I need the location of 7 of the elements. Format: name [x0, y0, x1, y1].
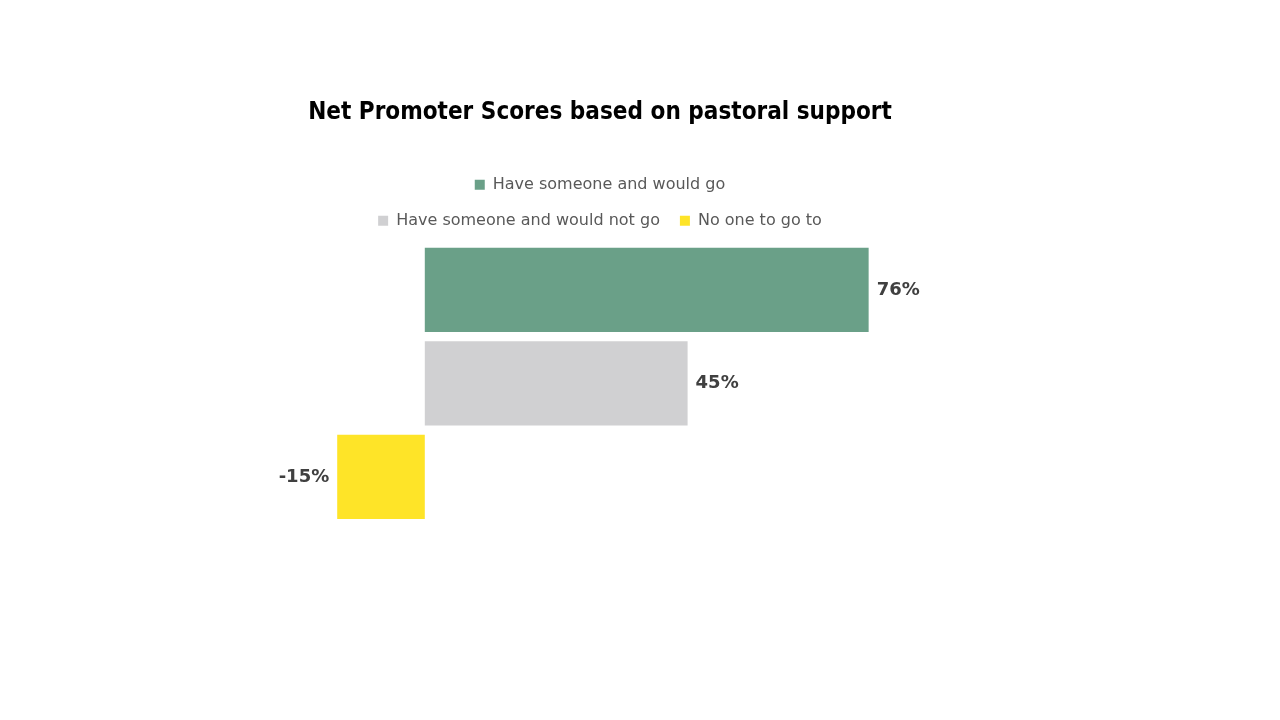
- legend-label: Have someone and would go: [492, 173, 726, 193]
- legend-label: Have someone and would not go: [396, 209, 660, 229]
- data-label: 45%: [695, 371, 739, 393]
- chart-title: Net Promoter Scores based on pastoral support: [308, 96, 892, 124]
- data-label: -15%: [278, 464, 330, 486]
- legend-label: No one to go to: [697, 209, 822, 229]
- data-label: 76%: [876, 277, 920, 299]
